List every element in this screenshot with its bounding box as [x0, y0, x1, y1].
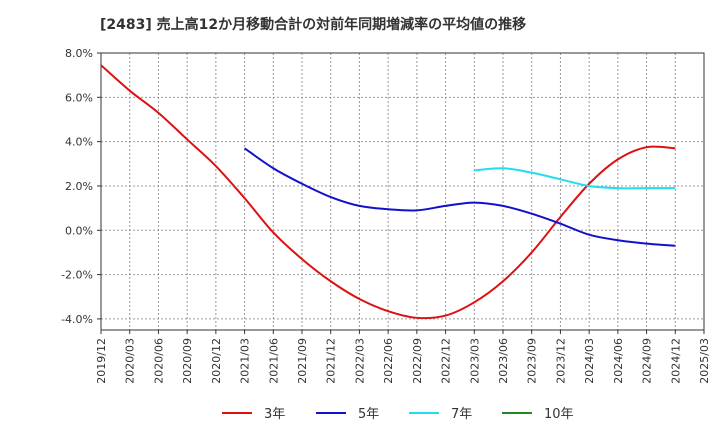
x-tick-label: 2022/12	[440, 338, 453, 384]
chart-title: [2483] 売上高12か月移動合計の対前年同期増減率の平均値の推移	[100, 17, 527, 33]
series-line-7年	[474, 167, 676, 190]
x-axis-ticks: 2019/12 2020/03 2020/06 2020/09 2020/12 2021/…	[95, 330, 711, 384]
y-tick-label: 8.0%	[65, 47, 93, 60]
x-tick-label: 2019/12	[95, 338, 108, 384]
legend-label: 5年	[358, 407, 379, 422]
x-tick-label: 2021/09	[296, 338, 309, 384]
series-line-5年	[244, 147, 676, 247]
x-tick-label: 2024/12	[669, 338, 682, 384]
x-tick-label: 2023/06	[497, 338, 510, 384]
x-tick-label: 2022/09	[411, 338, 424, 384]
x-tick-label: 2025/03	[698, 338, 711, 384]
grid-lines	[101, 52, 704, 330]
x-tick-label: 2024/09	[641, 338, 654, 384]
x-tick-label: 2021/12	[325, 338, 338, 384]
series-lines	[100, 64, 676, 320]
x-tick-label: 2020/09	[181, 338, 194, 384]
x-tick-label: 2020/12	[210, 338, 223, 384]
y-tick-label: 2.0%	[65, 180, 93, 193]
y-tick-label: 4.0%	[65, 136, 93, 149]
y-tick-label: 0.0%	[65, 224, 93, 237]
x-tick-label: 2024/06	[612, 338, 625, 384]
y-axis-ticks: 8.0% 6.0% 4.0% 2.0% 0.0% -2.0% -4.0%	[61, 47, 101, 326]
x-tick-label: 2021/06	[267, 338, 280, 384]
legend: 3年 5年 7年 10年	[222, 407, 574, 422]
x-tick-label: 2022/06	[382, 338, 395, 384]
x-tick-label: 2024/03	[583, 338, 596, 384]
y-tick-label: -4.0%	[61, 313, 93, 326]
x-tick-label: 2020/06	[152, 338, 165, 384]
x-tick-label: 2022/03	[353, 338, 366, 384]
x-tick-label: 2023/12	[554, 338, 567, 384]
x-tick-label: 2023/03	[468, 338, 481, 384]
x-tick-label: 2023/09	[526, 338, 539, 384]
legend-label: 10年	[544, 407, 574, 422]
x-tick-label: 2021/03	[239, 338, 252, 384]
series-line-3年	[100, 64, 676, 320]
legend-label: 7年	[451, 407, 472, 422]
x-tick-label: 2020/03	[124, 338, 137, 384]
plot-area-border	[100, 52, 705, 331]
y-tick-label: -2.0%	[61, 269, 93, 282]
y-tick-label: 6.0%	[65, 91, 93, 104]
legend-label: 3年	[264, 407, 285, 422]
